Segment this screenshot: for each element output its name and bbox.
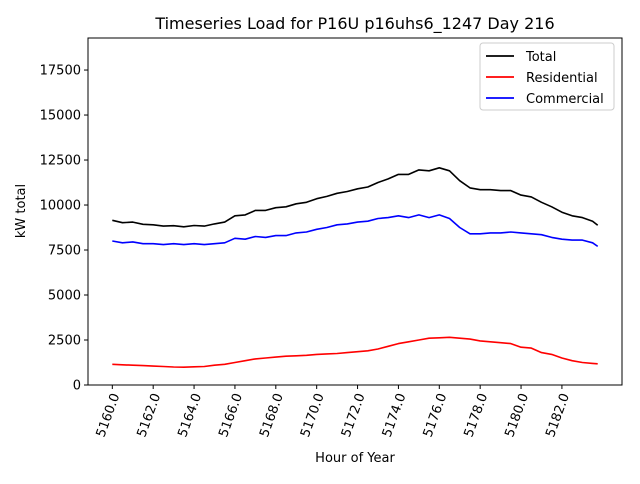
y-tick-label: 2500 bbox=[48, 334, 81, 349]
y-tick-label: 12500 bbox=[40, 154, 81, 169]
series-line-total bbox=[112, 167, 599, 228]
y-tick-label: 0 bbox=[73, 379, 81, 394]
y-tick-label: 15000 bbox=[40, 109, 81, 124]
series-layer bbox=[112, 167, 599, 369]
legend: Total Residential Commercial bbox=[479, 42, 615, 111]
series-line-residential bbox=[112, 336, 598, 369]
y-axis-label: kW total bbox=[14, 184, 29, 238]
x-axis-label: Hour of Year bbox=[315, 451, 395, 466]
legend-label-total: Total bbox=[525, 50, 556, 65]
y-tick-label: 10000 bbox=[40, 199, 81, 214]
axes-frame bbox=[87, 37, 623, 386]
legend-label-commercial: Commercial bbox=[526, 92, 604, 107]
chart-title: Timeseries Load for P16U p16uhs6_1247 Da… bbox=[154, 14, 554, 34]
series-line-commercial bbox=[112, 214, 599, 248]
y-tick-label: 5000 bbox=[48, 289, 81, 304]
legend-box bbox=[479, 42, 615, 111]
y-tick-label: 7500 bbox=[48, 244, 81, 259]
y-tick-label: 17500 bbox=[40, 64, 81, 79]
legend-label-residential: Residential bbox=[526, 71, 598, 86]
